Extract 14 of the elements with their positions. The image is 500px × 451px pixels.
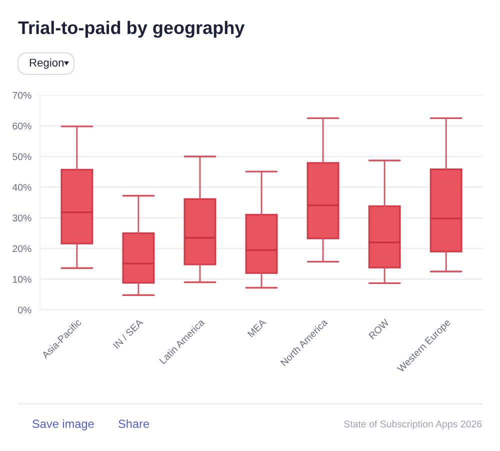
y-tick-label: 70% (12, 92, 32, 99)
y-tick-label: 20% (12, 245, 32, 252)
y-tick-label: 30% (12, 214, 32, 222)
text: Share (118, 419, 149, 428)
y-tick-label: 50% (12, 153, 32, 160)
text: Region (30, 58, 64, 69)
y-tick-label: 0% (18, 306, 32, 314)
chart-title: Trial-to-paid by geography (18, 20, 245, 38)
text: Save image (32, 419, 94, 430)
y-tick-label: 60% (12, 122, 32, 130)
x-tick-label: IN / SEA (112, 318, 144, 349)
y-tick-label: 40% (12, 184, 32, 191)
y-tick-label: 10% (12, 276, 32, 283)
text: State of Subscription Apps 2026 (344, 420, 482, 430)
